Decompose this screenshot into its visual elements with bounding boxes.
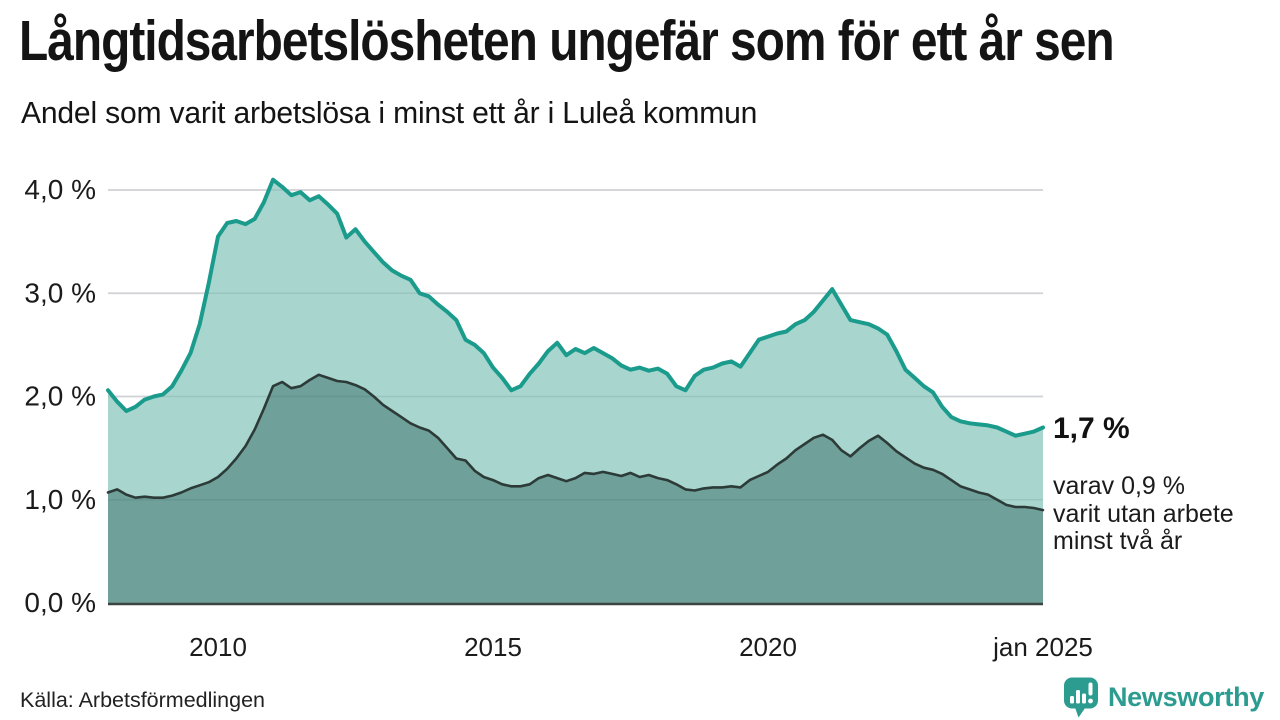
chart-subtitle: Andel som varit arbetslösa i minst ett å…: [21, 95, 758, 130]
source-label: Källa: Arbetsförmedlingen: [20, 688, 266, 712]
end-value-label: 1,7 %: [1053, 412, 1130, 445]
x-tick-label: 2020: [739, 632, 797, 662]
series-line-arbetslösa-minst-två-år: [106, 373, 1045, 512]
speech-bubble-shape: [1063, 677, 1098, 718]
series-area-arbetslösa-minst-två-år: [108, 374, 1043, 603]
x-tick-label: 2015: [464, 632, 522, 662]
newsworthy-logo: Newsworthy: [1062, 676, 1264, 718]
y-tick-label: 3,0 %: [24, 277, 96, 308]
newsworthy-wordmark: Newsworthy: [1107, 681, 1264, 712]
y-tick-label: 2,0 %: [24, 381, 96, 412]
y-tick-label: 1,0 %: [24, 484, 96, 515]
end-value-note: varav 0,9 % varit utan arbete minst två …: [1053, 472, 1234, 555]
x-tick-label: 2010: [189, 632, 247, 662]
series-line-arbetslösa-minst-ett-år: [106, 177, 1045, 438]
y-tick-label: 4,0 %: [24, 174, 96, 205]
bar-chart-glyph: [1069, 682, 1093, 704]
y-tick-label: 0,0 %: [24, 587, 96, 618]
x-tick-label: jan 2025: [992, 632, 1093, 662]
chart-title: Långtidsarbetslösheten ungefär som för e…: [19, 9, 1115, 73]
newsworthy-icon: [1063, 677, 1098, 718]
